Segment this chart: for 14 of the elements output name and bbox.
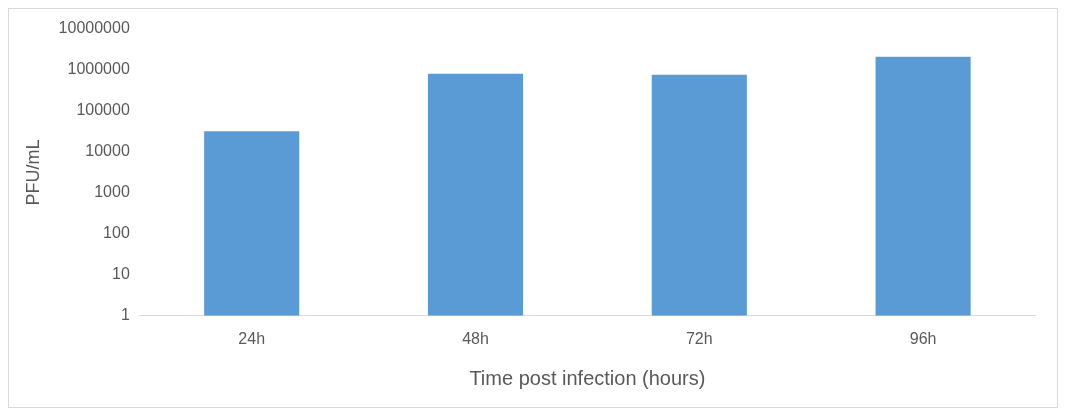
x-tick-label: 72h [685, 329, 713, 347]
y-tick-label: 100000 [76, 101, 130, 119]
y-tick-label: 10000000 [58, 19, 130, 37]
y-tick-label: 1000 [94, 183, 130, 201]
y-tick-label: 1 [120, 306, 130, 324]
y-tick-label: 100 [103, 224, 130, 242]
y-tick-label: 10 [111, 265, 130, 283]
x-tick-label: 96h [909, 329, 937, 347]
y-axis-title: PFU/mL [22, 139, 43, 206]
x-axis-title: Time post infection (hours) [469, 366, 706, 389]
y-tick-label: 1000000 [67, 60, 130, 78]
x-tick-label: 48h [462, 329, 489, 347]
y-tick-label: 10000 [85, 142, 130, 160]
x-tick-label: 24h [238, 329, 266, 347]
